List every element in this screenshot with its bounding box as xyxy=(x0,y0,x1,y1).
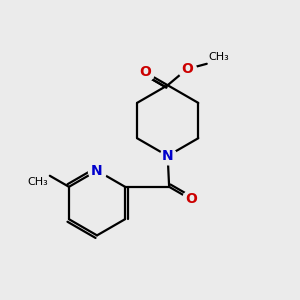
Text: N: N xyxy=(91,164,103,178)
Text: N: N xyxy=(162,149,173,163)
Text: CH₃: CH₃ xyxy=(208,52,229,62)
Text: CH₃: CH₃ xyxy=(28,177,48,187)
Text: O: O xyxy=(139,65,151,79)
Text: O: O xyxy=(181,62,193,76)
Text: O: O xyxy=(185,192,197,206)
